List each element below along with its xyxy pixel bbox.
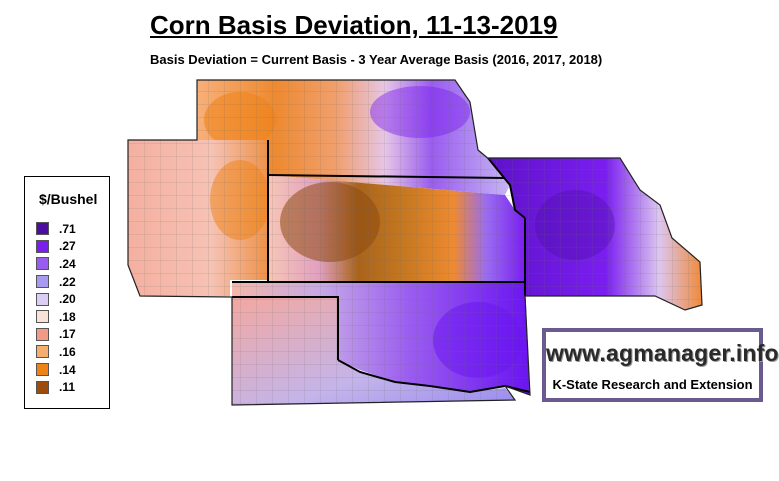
- legend-swatch: [36, 257, 49, 271]
- legend-item: .18: [36, 308, 76, 326]
- legend-label: .16: [59, 344, 76, 359]
- state-borders: [232, 140, 531, 394]
- legend-label: .22: [59, 274, 76, 289]
- legend-label: .17: [59, 327, 76, 342]
- legend-title: $/Bushel: [39, 191, 98, 207]
- legend-item: .16: [36, 343, 76, 361]
- legend-item: .17: [36, 326, 76, 344]
- legend-item: .22: [36, 273, 76, 291]
- legend-list: .71 .27 .24 .22 .20 .18 .17 .16: [36, 220, 76, 396]
- legend-item: .27: [36, 238, 76, 256]
- legend-label: .11: [59, 380, 76, 395]
- county-grid: [128, 80, 702, 405]
- legend-label: .27: [59, 239, 76, 254]
- legend-swatch: [36, 327, 49, 341]
- page-subtitle: Basis Deviation = Current Basis - 3 Year…: [150, 52, 603, 67]
- legend-label: .20: [59, 292, 76, 307]
- kstate-extension-label: K-State Research and Extension: [552, 377, 753, 392]
- legend-swatch: [36, 292, 49, 306]
- legend: $/Bushel .71 .27 .24 .22 .20 .18 .17: [24, 176, 110, 409]
- legend-item: .24: [36, 255, 76, 273]
- agmanager-url-link[interactable]: www.agmanager.info: [546, 340, 779, 366]
- legend-label: .14: [59, 362, 76, 377]
- legend-swatch: [36, 275, 49, 289]
- legend-label: .24: [59, 256, 76, 271]
- legend-swatch: [36, 222, 49, 236]
- legend-swatch: [36, 345, 49, 359]
- legend-label: .18: [59, 309, 76, 324]
- page-title: Corn Basis Deviation, 11-13-2019: [150, 10, 558, 40]
- legend-item: .71: [36, 220, 76, 238]
- region-outline: [127, 79, 703, 406]
- agmanager-banner[interactable]: www.agmanager.info K-State Research and …: [542, 328, 779, 402]
- legend-swatch: [36, 239, 49, 253]
- legend-swatch: [36, 363, 49, 377]
- legend-label: .71: [59, 221, 76, 236]
- legend-swatch: [36, 310, 49, 324]
- legend-swatch: [36, 380, 49, 394]
- legend-item: .20: [36, 290, 76, 308]
- legend-item: .14: [36, 361, 76, 379]
- legend-item: .11: [36, 378, 76, 396]
